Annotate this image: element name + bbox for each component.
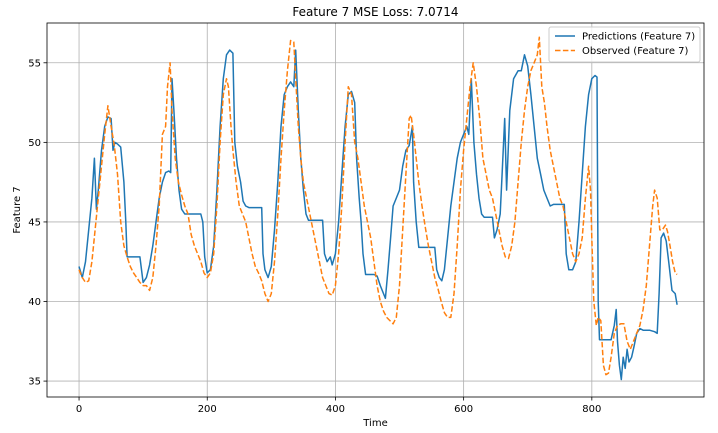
x-tick-label: 800 <box>582 404 601 415</box>
legend-label-predictions: Predictions (Feature 7) <box>582 32 695 43</box>
x-tick-label: 400 <box>326 404 345 415</box>
x-tick-label: 0 <box>76 404 82 415</box>
y-axis-title: Feature 7 <box>12 186 23 233</box>
series-line-observed <box>78 36 678 376</box>
series-line-predictions <box>78 49 678 381</box>
plot-frame <box>46 22 705 398</box>
x-tick-label: 600 <box>454 404 473 415</box>
legend-label-observed: Observed (Feature 7) <box>582 46 689 57</box>
y-tick-label: 40 <box>28 297 41 308</box>
legend-box <box>548 26 701 63</box>
y-tick-label: 35 <box>28 377 41 388</box>
axis-ticks: 0 200 400 600 800 35 40 45 50 55 <box>28 58 601 415</box>
grid <box>47 23 704 397</box>
x-tick-label: 200 <box>198 404 217 415</box>
y-tick-label: 55 <box>28 58 41 69</box>
x-axis-title: Time <box>362 418 387 429</box>
series-layer <box>78 36 678 381</box>
y-tick-label: 50 <box>28 138 41 149</box>
y-tick-label: 45 <box>28 217 41 228</box>
legend: Predictions (Feature 7) Observed (Featur… <box>548 26 701 63</box>
chart-title: Feature 7 MSE Loss: 7.0714 <box>292 5 458 19</box>
